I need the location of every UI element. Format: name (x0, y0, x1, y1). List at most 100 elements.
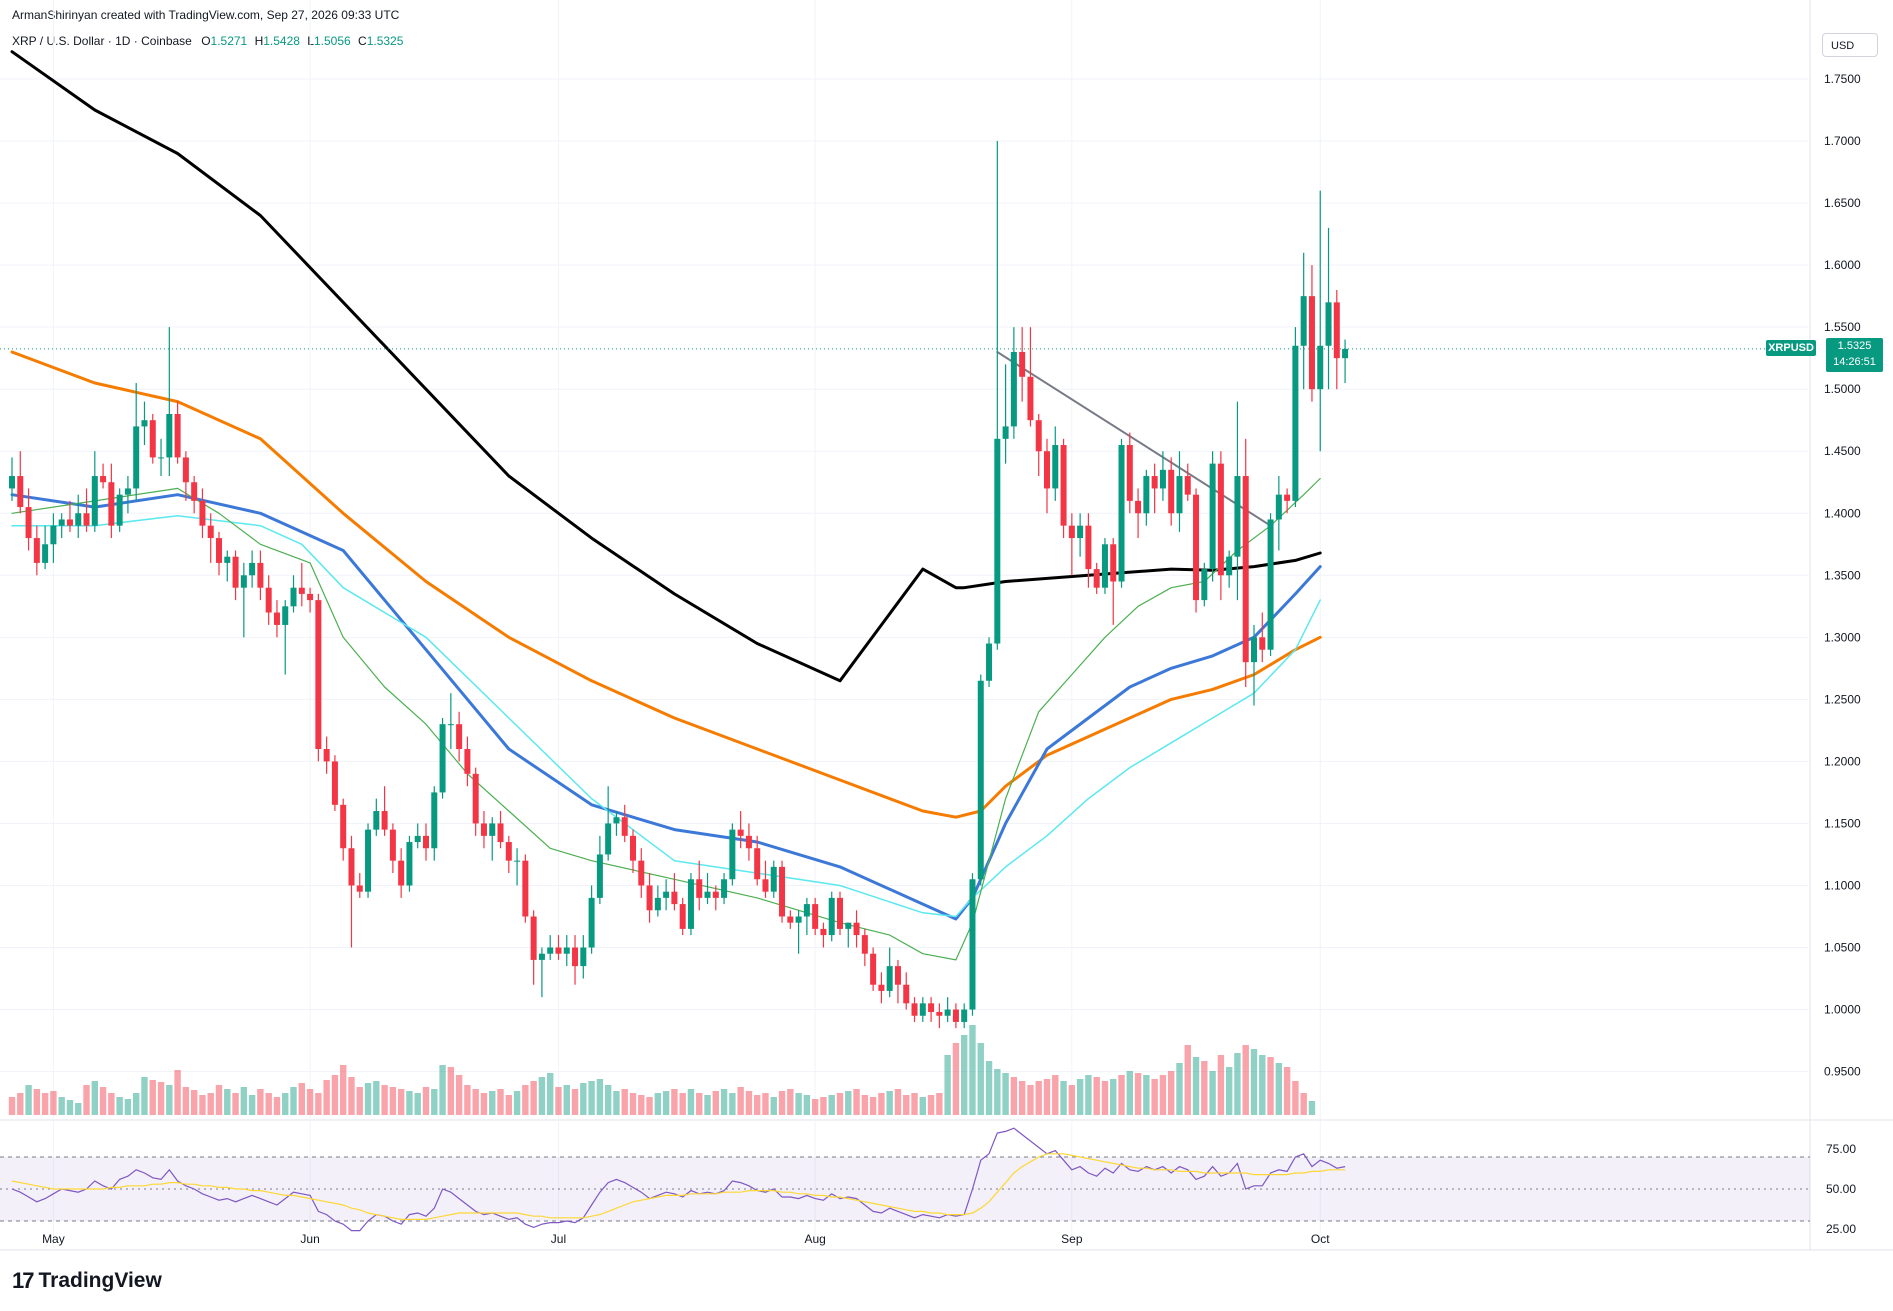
volume-bar (1110, 1079, 1117, 1115)
candle-body (149, 420, 156, 458)
candle (1333, 289, 1340, 390)
candle (282, 600, 289, 675)
candle (1101, 538, 1108, 594)
candle-body (538, 953, 545, 960)
candle (423, 823, 429, 861)
volume-bar (869, 1097, 877, 1115)
candle-body (1325, 302, 1332, 346)
price-tick-label: 1.1000 (1824, 878, 1861, 892)
candle-body (216, 538, 222, 563)
candle-body (638, 860, 645, 886)
candle (373, 798, 380, 836)
candle (58, 513, 65, 539)
candle-body (944, 1009, 951, 1016)
ohlc-open-label: O (201, 34, 211, 48)
candle-body (83, 513, 90, 526)
candle (1068, 513, 1075, 576)
candle (1209, 451, 1216, 582)
candle-body (936, 1012, 943, 1016)
candle-body (1201, 569, 1208, 601)
volume-bar (17, 1093, 24, 1115)
candle (166, 327, 173, 477)
candle (522, 854, 529, 923)
price-tick-label: 1.4000 (1824, 506, 1861, 520)
candle-body (1209, 463, 1216, 570)
volume-bar (1176, 1063, 1183, 1115)
grid-lines (0, 0, 1893, 1251)
volume-bar (265, 1093, 272, 1115)
overlay-ema200 (10, 350, 1322, 819)
time-tick-label: May (42, 1232, 65, 1246)
candle-body (1068, 525, 1075, 539)
volume-bar (439, 1065, 446, 1115)
candle (505, 835, 512, 874)
time-tick-label: Aug (804, 1232, 825, 1246)
volume-bar (696, 1093, 703, 1115)
volume-bar (91, 1081, 98, 1115)
candle-body (1251, 637, 1257, 663)
candle (687, 873, 694, 936)
volume-bar (604, 1085, 612, 1115)
candle-body (729, 829, 736, 880)
candle-body (1159, 469, 1166, 489)
volume-bar (182, 1087, 190, 1115)
candle (737, 811, 744, 849)
candle (1027, 327, 1034, 427)
candle (439, 717, 446, 799)
candle (1284, 488, 1291, 514)
candle-body (224, 556, 231, 563)
candle (191, 476, 198, 514)
volume-bar (1027, 1085, 1034, 1115)
volume-bar (1126, 1071, 1133, 1115)
volume-bar (985, 1061, 993, 1115)
candle-body (1308, 296, 1315, 390)
candle-body (1052, 445, 1059, 489)
symbol-price-tag: XRPUSD (1766, 340, 1816, 356)
rsi-pane (0, 1127, 1810, 1232)
candle (17, 451, 24, 514)
candle-body (439, 724, 446, 793)
volume-bar (911, 1093, 918, 1115)
candle-body (1292, 345, 1299, 501)
candle-body (870, 953, 877, 985)
candle (456, 711, 463, 762)
candle (638, 848, 645, 898)
volume-bar (373, 1081, 380, 1115)
candle-body (679, 904, 686, 929)
candle-body (530, 916, 537, 960)
candle-body (1300, 296, 1307, 346)
ohlc-low-value: 1.5056 (313, 34, 351, 48)
candle (704, 873, 711, 905)
candle-body (1019, 351, 1026, 377)
candle-body (331, 761, 338, 805)
time-tick-label: Oct (1311, 1232, 1330, 1246)
candle (878, 972, 885, 1004)
price-tick-label: 1.0000 (1824, 1003, 1861, 1017)
volume-bar (513, 1091, 521, 1115)
volume-bar (1283, 1067, 1291, 1115)
price-tick-label: 1.7000 (1824, 134, 1861, 148)
candle-body (721, 879, 728, 898)
candle-body (919, 1003, 926, 1016)
candle-body (596, 854, 603, 898)
currency-button[interactable]: USD (1822, 33, 1878, 57)
price-tick-label: 0.9500 (1824, 1065, 1861, 1079)
volume-bar (1068, 1085, 1076, 1115)
volume-bar (861, 1095, 869, 1115)
candle (240, 562, 247, 638)
volume-bar (845, 1091, 852, 1115)
volume-bar (522, 1085, 529, 1115)
candle (994, 141, 1001, 650)
volume-bar (1201, 1061, 1208, 1115)
volume-bar (257, 1089, 264, 1115)
candle (1060, 438, 1067, 539)
candle (547, 935, 554, 960)
volume-bar (580, 1083, 587, 1115)
volume-bar (414, 1093, 421, 1115)
candle-body (812, 904, 819, 929)
volume-bar (133, 1093, 140, 1115)
candle-body (878, 984, 885, 991)
candle (1135, 488, 1142, 539)
candle-body (770, 866, 777, 892)
